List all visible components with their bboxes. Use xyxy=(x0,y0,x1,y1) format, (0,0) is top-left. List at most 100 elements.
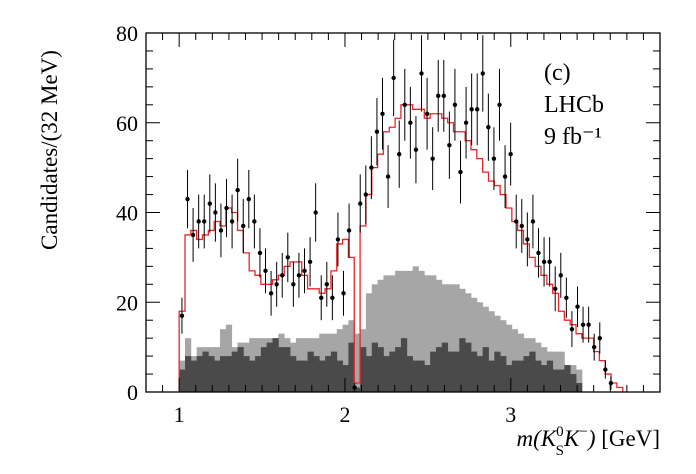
dark-component-bar xyxy=(377,347,384,392)
data-marker xyxy=(508,151,513,157)
data-marker xyxy=(469,107,474,112)
dark-component-bar xyxy=(249,360,256,392)
data-marker xyxy=(352,385,357,390)
data-marker xyxy=(257,250,263,256)
data-point xyxy=(586,306,591,343)
dark-component-bar xyxy=(196,356,203,392)
fit-curve-layer xyxy=(178,104,624,392)
data-point xyxy=(207,174,213,233)
data-marker xyxy=(363,192,368,197)
data-marker xyxy=(202,219,207,224)
data-point xyxy=(597,322,602,354)
light-component-bar xyxy=(418,270,425,392)
data-marker xyxy=(313,210,318,215)
data-point xyxy=(469,73,474,146)
data-point xyxy=(508,122,513,186)
data-point xyxy=(497,68,502,141)
dark-component-bar xyxy=(552,369,559,392)
data-point xyxy=(475,73,480,146)
data-point xyxy=(397,120,402,188)
data-point xyxy=(324,261,329,307)
light-component-bar xyxy=(441,284,449,392)
dark-component-bar xyxy=(214,360,221,392)
light-component-bar xyxy=(377,279,384,392)
light-component-bar xyxy=(505,324,513,392)
light-component-bar xyxy=(453,284,460,392)
dark-component-bar xyxy=(418,360,425,392)
data-marker xyxy=(575,304,580,309)
data-point xyxy=(346,203,352,258)
dark-component-bar xyxy=(576,383,583,392)
data-point xyxy=(319,275,324,321)
data-point xyxy=(352,383,357,392)
y-axis-title: Candidates/(32 MeV) xyxy=(37,50,62,250)
dark-component-bar xyxy=(441,342,449,392)
panel-label: (c) xyxy=(544,60,571,86)
data-marker xyxy=(218,228,224,233)
data-marker xyxy=(430,156,435,161)
data-point xyxy=(580,306,586,343)
data-marker xyxy=(369,165,374,170)
data-marker xyxy=(296,273,302,278)
dark-component-bar xyxy=(424,365,431,392)
dark-component-bar xyxy=(470,351,478,392)
data-marker xyxy=(229,219,235,224)
light-component-bar xyxy=(576,369,583,392)
dark-component-bar xyxy=(453,351,460,392)
data-point xyxy=(458,140,463,204)
data-point xyxy=(190,208,196,262)
data-marker xyxy=(408,120,413,125)
data-marker xyxy=(385,174,391,179)
dark-component-bar xyxy=(266,342,273,392)
dark-component-bar xyxy=(383,356,390,392)
data-point xyxy=(408,86,413,159)
data-marker xyxy=(536,250,541,256)
light-component-bar xyxy=(354,333,361,392)
light-component-bar xyxy=(365,293,373,392)
dark-component-bar xyxy=(307,351,314,392)
data-point xyxy=(335,212,341,267)
data-marker xyxy=(514,219,519,224)
dark-component-bar xyxy=(255,356,262,392)
light-component-bar xyxy=(476,302,484,392)
dark-component-bar xyxy=(371,342,378,392)
data-point xyxy=(525,212,530,267)
data-marker xyxy=(274,282,279,287)
dark-component-bar xyxy=(336,360,343,392)
light-component-bar xyxy=(447,284,454,392)
data-point xyxy=(202,194,207,249)
data-point xyxy=(274,261,279,307)
data-point xyxy=(436,59,441,132)
data-marker xyxy=(424,111,430,116)
dark-component-bar xyxy=(360,347,367,392)
data-marker xyxy=(196,219,201,224)
data-point xyxy=(536,228,541,278)
data-marker xyxy=(341,291,346,296)
dark-component-bar xyxy=(342,365,349,392)
light-component-bar xyxy=(342,324,349,392)
data-point xyxy=(263,248,268,294)
dark-component-bar xyxy=(488,360,495,392)
data-point xyxy=(369,136,374,200)
dark-component-bar xyxy=(412,360,419,392)
data-point xyxy=(196,194,201,249)
dark-component-bar xyxy=(465,342,472,392)
fit-curve xyxy=(178,104,624,392)
dark-component-bar xyxy=(523,356,530,392)
dark-component-bar xyxy=(179,369,186,392)
data-marker xyxy=(497,102,502,108)
data-marker xyxy=(547,259,552,265)
dark-component-bar xyxy=(278,347,285,392)
experiment-label: LHCb xyxy=(544,92,604,118)
dark-component-bar xyxy=(476,356,484,392)
data-marker xyxy=(480,71,485,76)
data-point xyxy=(257,228,263,278)
data-marker xyxy=(380,111,385,116)
data-point xyxy=(530,194,536,249)
data-marker xyxy=(190,232,196,238)
data-point xyxy=(413,116,419,184)
data-marker xyxy=(374,129,380,134)
dark-component-bar xyxy=(494,351,501,392)
data-marker xyxy=(307,259,313,265)
dark-component-bar xyxy=(511,360,519,392)
